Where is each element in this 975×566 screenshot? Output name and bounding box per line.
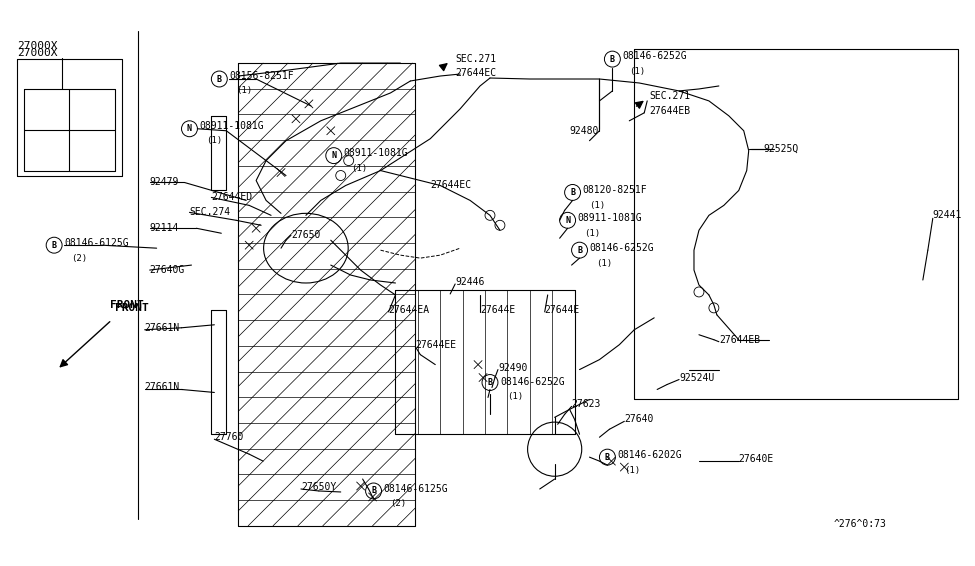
Text: 08911-1081G: 08911-1081G xyxy=(200,121,264,131)
Text: 27623: 27623 xyxy=(571,400,601,409)
Text: (2): (2) xyxy=(71,254,87,263)
Text: 92525Q: 92525Q xyxy=(763,144,799,153)
Text: 92480: 92480 xyxy=(569,126,599,136)
Text: N: N xyxy=(187,125,192,133)
Text: B: B xyxy=(604,453,610,462)
Text: FRONT: FRONT xyxy=(110,300,143,310)
Text: 27000X: 27000X xyxy=(18,41,58,51)
Text: (1): (1) xyxy=(624,466,641,474)
Text: B: B xyxy=(52,241,57,250)
Text: 27644EE: 27644EE xyxy=(415,340,456,350)
Text: (1): (1) xyxy=(585,229,601,238)
Text: B: B xyxy=(371,486,376,495)
Text: 08911-1081G: 08911-1081G xyxy=(577,213,643,224)
Text: B: B xyxy=(570,188,575,197)
Text: 08146-6125G: 08146-6125G xyxy=(64,238,129,248)
Text: 27644ED: 27644ED xyxy=(212,192,253,203)
Text: 27661N: 27661N xyxy=(144,323,180,333)
Text: N: N xyxy=(566,216,570,225)
Text: 27644EA: 27644EA xyxy=(388,305,430,315)
Text: (1): (1) xyxy=(590,201,605,210)
Text: 27640: 27640 xyxy=(624,414,653,424)
Text: 27644E: 27644E xyxy=(480,305,515,315)
Text: (2): (2) xyxy=(390,499,407,508)
Text: (1): (1) xyxy=(351,164,367,173)
Text: SEC.271: SEC.271 xyxy=(455,54,496,64)
Text: B: B xyxy=(610,54,615,63)
Text: (1): (1) xyxy=(207,136,222,145)
Text: 27640E: 27640E xyxy=(739,454,774,464)
Text: (1): (1) xyxy=(236,87,253,96)
Text: (1): (1) xyxy=(597,259,612,268)
Text: 08911-1081G: 08911-1081G xyxy=(344,148,409,158)
Text: 08146-6252G: 08146-6252G xyxy=(500,376,565,387)
Text: B: B xyxy=(577,246,582,255)
Text: (1): (1) xyxy=(629,67,645,75)
Text: 92441: 92441 xyxy=(933,211,962,220)
Text: 92114: 92114 xyxy=(150,223,179,233)
Text: 27000X: 27000X xyxy=(18,48,58,58)
Text: 92446: 92446 xyxy=(455,277,485,287)
Text: SEC.271: SEC.271 xyxy=(649,91,690,101)
Text: 08146-6125G: 08146-6125G xyxy=(383,484,448,494)
Text: 92479: 92479 xyxy=(150,178,179,187)
Text: 27650Y: 27650Y xyxy=(301,482,336,492)
Text: B: B xyxy=(216,75,222,84)
Text: 27640G: 27640G xyxy=(150,265,185,275)
Text: 92524U: 92524U xyxy=(679,372,715,383)
Text: 08146-6202G: 08146-6202G xyxy=(617,450,682,460)
Text: 27661N: 27661N xyxy=(144,383,180,392)
Text: 92490: 92490 xyxy=(498,363,527,372)
Text: 27644EC: 27644EC xyxy=(430,181,471,191)
Text: N: N xyxy=(332,151,336,160)
Text: (1): (1) xyxy=(507,392,523,401)
Text: 08156-8251F: 08156-8251F xyxy=(229,71,293,81)
Text: FRONT: FRONT xyxy=(115,303,148,313)
Text: SEC.274: SEC.274 xyxy=(189,207,231,217)
Text: 27644EB: 27644EB xyxy=(649,106,690,116)
Text: 08146-6252G: 08146-6252G xyxy=(590,243,654,253)
Text: B: B xyxy=(488,378,492,387)
Text: 27650: 27650 xyxy=(291,230,321,240)
Text: 27644EC: 27644EC xyxy=(455,68,496,78)
Text: 27644EB: 27644EB xyxy=(719,335,760,345)
Text: 27644E: 27644E xyxy=(545,305,580,315)
Text: 27760: 27760 xyxy=(214,432,244,442)
Text: ^276^0:73: ^276^0:73 xyxy=(834,519,886,529)
Text: 08146-6252G: 08146-6252G xyxy=(622,51,687,61)
Text: 08120-8251F: 08120-8251F xyxy=(582,186,647,195)
